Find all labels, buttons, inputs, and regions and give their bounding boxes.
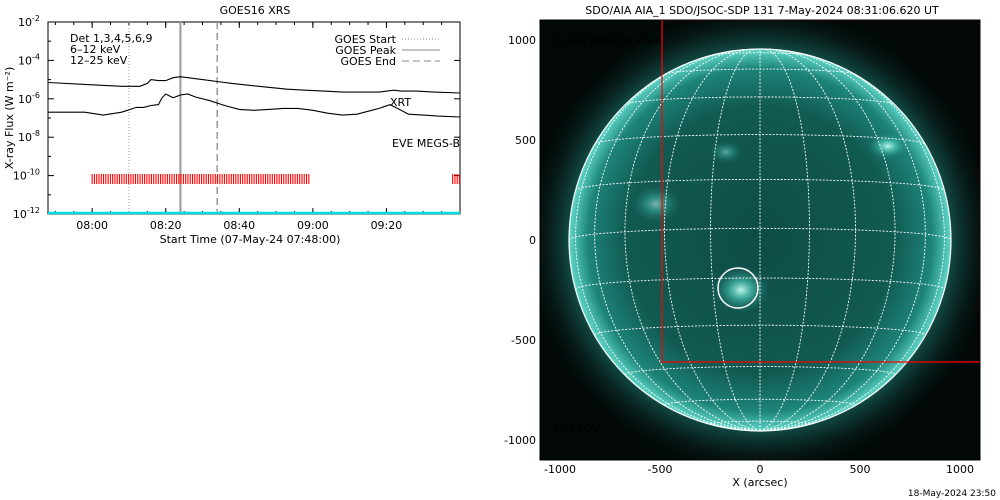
flare-location-circle bbox=[717, 267, 759, 309]
grid-line bbox=[710, 52, 810, 56]
grid-line bbox=[664, 398, 856, 406]
goes-series-line-0 bbox=[47, 76, 461, 94]
grid-line bbox=[759, 50, 945, 431]
goes-y-tick-label: 10-2 bbox=[18, 14, 40, 29]
flare-marker-label: O AIA flare location bbox=[556, 34, 662, 47]
goes-y-tick-label: 10-10 bbox=[13, 168, 40, 183]
grid-line bbox=[759, 49, 926, 431]
footer-timestamp: 18-May-2024 23:50 bbox=[908, 489, 996, 499]
grid-line bbox=[594, 49, 761, 431]
goes-series-line-1 bbox=[48, 93, 461, 118]
grid-line bbox=[624, 96, 896, 106]
goes-x-tick-label: 09:00 bbox=[297, 219, 329, 232]
active-region-flare bbox=[711, 266, 771, 314]
aia-y-tick-label: 500 bbox=[515, 134, 536, 147]
grid-line bbox=[710, 420, 810, 425]
goes-legend-label: GOES End bbox=[340, 55, 396, 68]
goes-y-tick-base: 10 bbox=[18, 131, 32, 144]
grid-line bbox=[664, 68, 856, 75]
goes-x-tick-label: 09:20 bbox=[371, 219, 403, 232]
goes-channel-label: 6–12 keV bbox=[70, 43, 121, 56]
aia-image-plot: SDO/AIA AIA_1 SDO/JSOC-SDP 131 7-May-202… bbox=[504, 4, 981, 489]
xrt-fov-label: XRT FOV bbox=[553, 422, 600, 435]
grid-line bbox=[575, 178, 945, 191]
aia-x-ticks: -1000 -500 0 500 1000 bbox=[544, 454, 974, 476]
goes-y-tick-label: 10-6 bbox=[18, 91, 40, 106]
grid-line bbox=[624, 366, 896, 376]
grid-line bbox=[759, 49, 810, 431]
aia-x-tick-label: -500 bbox=[648, 463, 673, 476]
goes-legend-label: GOES Peak bbox=[335, 44, 396, 57]
goes-y-tick-exp: -2 bbox=[32, 14, 40, 23]
goes-y-tick-base: 10 bbox=[18, 16, 32, 29]
aia-y-tick-label: -500 bbox=[511, 334, 536, 347]
grid-line bbox=[759, 49, 896, 431]
grid-line bbox=[594, 324, 926, 336]
aia-x-tick-label: -1000 bbox=[544, 463, 576, 476]
xrt-fov-box bbox=[661, 20, 980, 363]
grid-line bbox=[759, 49, 856, 431]
aia-y-tick-label: -1000 bbox=[504, 434, 536, 447]
goes-plot-title: GOES16 XRS bbox=[220, 4, 291, 17]
grid-line bbox=[575, 50, 761, 431]
aia-y-ticks: 1000 500 0 -500 -1000 bbox=[504, 34, 546, 447]
aia-x-tick-label: 0 bbox=[757, 463, 764, 476]
goes-y-tick-exp: -8 bbox=[32, 129, 40, 138]
goes-y-tick-base: 10 bbox=[18, 93, 32, 106]
goes-x-tick-label: 08:40 bbox=[223, 219, 255, 232]
goes-x-axis-label: Start Time (07-May-24 07:48:00) bbox=[160, 233, 341, 246]
goes-x-tick-label: 08:00 bbox=[76, 219, 108, 232]
active-region-east bbox=[630, 184, 682, 224]
goes-y-tick-base: 10 bbox=[13, 170, 27, 183]
xrt-label: XRT bbox=[390, 96, 411, 109]
goes-y-tick-base: 10 bbox=[18, 54, 32, 67]
goes-y-tick-exp: -4 bbox=[32, 52, 40, 61]
grid-line bbox=[594, 134, 926, 145]
goes-series bbox=[47, 76, 461, 215]
xrt-coverage-ticks bbox=[91, 174, 461, 184]
grid-line bbox=[575, 277, 945, 290]
active-region-northeast bbox=[866, 132, 910, 160]
aia-x-tick-label: 500 bbox=[850, 463, 871, 476]
goes-y-tick-exp: -6 bbox=[32, 91, 40, 100]
eve-megs-b-label: EVE MEGS-B bbox=[392, 137, 460, 150]
goes-y-tick-exp: -12 bbox=[27, 206, 40, 215]
grid-line bbox=[624, 49, 761, 431]
goes-y-tick-exp: -10 bbox=[27, 168, 40, 177]
goes-y-tick-label: 10-4 bbox=[18, 52, 40, 67]
goes-channel-label: Det 1,3,4,5,6,9 bbox=[70, 32, 153, 45]
goes-y-axis-label: X-ray Flux (W m⁻²) bbox=[3, 67, 16, 169]
aia-y-tick-label: 1000 bbox=[508, 34, 536, 47]
grid-line bbox=[569, 227, 951, 241]
aia-x-axis-label: X (arcsec) bbox=[732, 476, 787, 489]
goes-y-tick-label: 10-8 bbox=[18, 129, 40, 144]
grid-line bbox=[710, 49, 761, 431]
active-region-center-north bbox=[708, 140, 744, 164]
grid-line bbox=[664, 49, 761, 431]
goes-event-lines bbox=[128, 22, 218, 214]
solar-limb bbox=[568, 48, 952, 432]
aia-plot-title: SDO/AIA AIA_1 SDO/JSOC-SDP 131 7-May-202… bbox=[585, 4, 939, 17]
goes-x-tick-label: 08:20 bbox=[150, 219, 182, 232]
goes-channel-label: 12–25 keV bbox=[70, 54, 128, 67]
aia-x-tick-label: 1000 bbox=[946, 463, 974, 476]
goes-legend-label: GOES Start bbox=[335, 33, 397, 46]
goes-y-tick-label: 10-12 bbox=[13, 206, 40, 221]
goes-y-tick-base: 10 bbox=[13, 208, 27, 221]
aia-y-tick-label: 0 bbox=[529, 234, 536, 247]
